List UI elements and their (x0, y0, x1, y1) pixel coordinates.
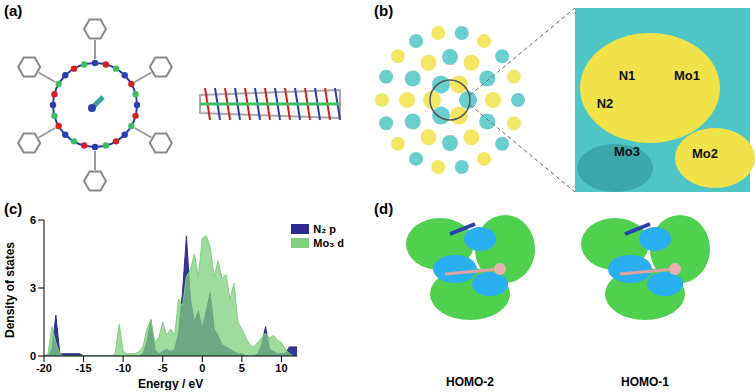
svg-text:Density of states: Density of states (3, 242, 17, 338)
html-text:Mo₃ d: Mo₃ d (313, 237, 344, 249)
svg-text:0: 0 (199, 362, 205, 374)
svg-text:-10: -10 (115, 362, 131, 374)
svg-text:N1: N1 (619, 68, 636, 83)
svg-text:Mo3: Mo3 (614, 144, 640, 159)
html-text:(c): (c) (4, 200, 23, 217)
html-text:N₂ p: N₂ p (313, 223, 336, 235)
svg-text:6: 6 (30, 214, 36, 226)
html-text:(a): (a) (4, 2, 23, 19)
svg-text:Mo1: Mo1 (674, 68, 700, 83)
svg-text:-15: -15 (76, 362, 92, 374)
svg-text:3: 3 (30, 282, 36, 294)
svg-text:10: 10 (275, 362, 287, 374)
svg-text:-20: -20 (36, 362, 52, 374)
svg-text:Mo2: Mo2 (692, 146, 718, 161)
svg-text:-5: -5 (158, 362, 168, 374)
svg-text:N2: N2 (597, 96, 614, 111)
svg-text:Energy / eV: Energy / eV (138, 377, 203, 390)
html-text:(b): (b) (374, 2, 394, 19)
html-text:(d): (d) (374, 200, 394, 217)
svg-text:0: 0 (30, 350, 36, 362)
svg-text:5: 5 (239, 362, 245, 374)
svg-text:HOMO-1: HOMO-1 (621, 375, 669, 389)
svg-text:HOMO-2: HOMO-2 (446, 375, 494, 389)
